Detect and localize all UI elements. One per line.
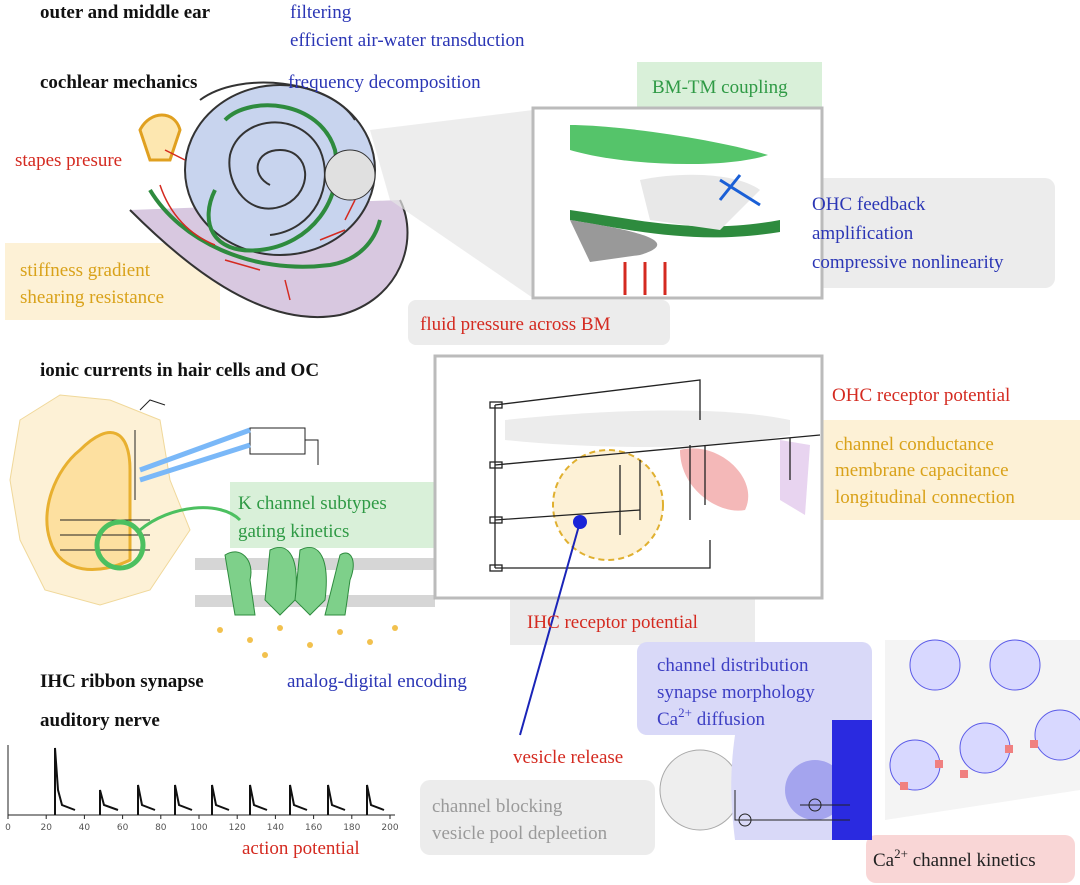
x-tick-label: 80 — [155, 823, 167, 833]
label: Ca2+ channel kinetics — [873, 846, 1036, 871]
label: channel conductance — [835, 434, 994, 455]
label: K channel subtypes — [238, 493, 387, 514]
blocking-box — [420, 780, 655, 855]
label-part: Ca — [657, 709, 679, 730]
superscript: 2+ — [678, 705, 692, 720]
label: vesicle pool depleetion — [432, 823, 608, 844]
label: action potential — [242, 838, 360, 859]
x-tick-label: 160 — [305, 823, 322, 833]
x-tick-label: 0 — [5, 823, 11, 833]
note: analog-digital encoding — [287, 671, 467, 692]
note: filtering — [290, 2, 352, 23]
fluid-box — [408, 300, 670, 345]
label: vesicle release — [513, 747, 623, 768]
bm-panel — [531, 106, 824, 300]
superscript: 2+ — [894, 846, 908, 861]
level-title: cochlear mechanics — [40, 72, 197, 93]
k-channel-box — [230, 482, 435, 548]
level-title: IHC ribbon synapse — [40, 671, 204, 692]
x-tick-label: 20 — [40, 823, 52, 833]
label: channel distribution — [657, 655, 809, 676]
x-tick-label: 40 — [79, 823, 91, 833]
label: compressive nonlinearity — [812, 252, 1004, 273]
label: OHC feedback — [812, 194, 926, 215]
label: gating kinetics — [238, 521, 349, 542]
synapse-box — [637, 642, 872, 735]
cochlea-drawing — [129, 81, 533, 318]
ca-kinetics-box — [866, 835, 1075, 883]
x-tick-label: 200 — [381, 823, 398, 833]
label: synapse morphology — [657, 682, 815, 703]
label-part: diffusion — [692, 709, 766, 730]
label: shearing resistance — [20, 287, 164, 308]
label: IHC receptor potential — [527, 612, 698, 633]
membrane-box — [822, 420, 1080, 520]
ihc-receptor-box — [510, 598, 755, 645]
label: OHC receptor potential — [832, 385, 1010, 406]
x-tick-label: 140 — [267, 823, 284, 833]
level-title: ionic currents in hair cells and OC — [40, 360, 319, 381]
hair-cell-drawing — [9, 394, 435, 658]
x-tick-label: 120 — [229, 823, 246, 833]
note: frequency decomposition — [288, 72, 481, 93]
x-tick-label: 60 — [117, 823, 129, 833]
label: membrane capacitance — [835, 460, 1009, 481]
label: stiffness gradient — [20, 260, 151, 281]
level-title: auditory nerve — [40, 710, 160, 731]
label: BM-TM coupling — [652, 77, 788, 98]
ohc-feedback-box — [790, 178, 1055, 288]
label: Ca2+ diffusion — [657, 705, 765, 730]
label: stapes presure — [15, 150, 122, 171]
label-part: Ca — [873, 850, 895, 871]
synapse-drawing — [659, 639, 1080, 840]
circuit-panel — [433, 354, 824, 736]
x-tick-label: 100 — [190, 823, 207, 833]
label-part: channel kinetics — [908, 850, 1036, 871]
bm-tm-box — [637, 62, 822, 108]
spike-train — [7, 745, 395, 816]
level-title: outer and middle ear — [40, 2, 211, 23]
label: longitudinal connection — [835, 487, 1015, 508]
label: amplification — [812, 223, 914, 244]
note: efficient air-water transduction — [290, 30, 525, 51]
label: channel blocking — [432, 796, 563, 817]
label: fluid pressure across BM — [420, 314, 611, 335]
x-tick-label: 180 — [343, 823, 360, 833]
